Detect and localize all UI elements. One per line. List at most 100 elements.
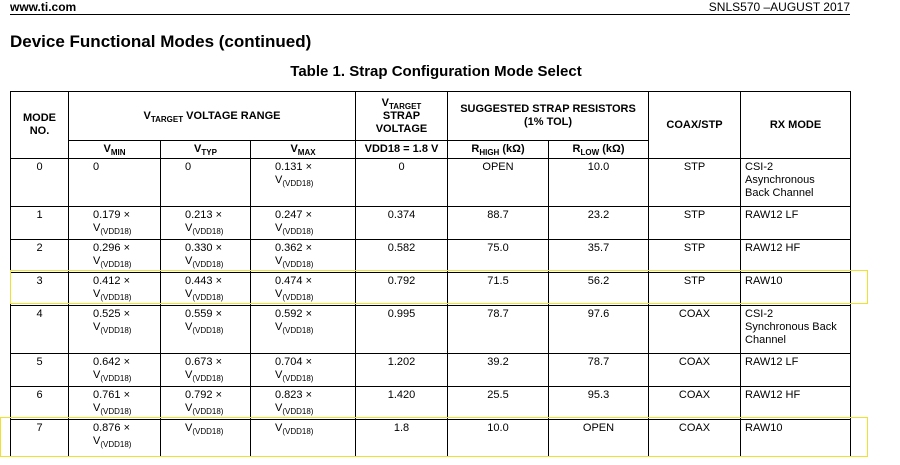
data-cell: COAX	[648, 305, 742, 354]
header-cell: VTARGET VOLTAGE RANGE	[68, 91, 356, 141]
cell-text: 0.362 × V	[275, 242, 313, 267]
cell-text: 0.876 × V	[93, 422, 131, 447]
cell-text: 0	[93, 161, 100, 173]
data-cell: 78.7	[447, 305, 549, 354]
cell-text: 0.412 × V	[93, 275, 131, 300]
cell-text: 3	[36, 275, 43, 287]
cell-text: COAX	[678, 356, 711, 368]
cell-text: RAW12 HF	[745, 242, 801, 254]
subscript: (VDD18)	[282, 179, 314, 188]
data-cell: 0.247 × V(VDD18)	[250, 206, 356, 240]
cell-text: 0.792	[387, 275, 416, 287]
cell-text: V	[143, 109, 151, 122]
subscript: TYP	[201, 148, 217, 157]
cell-text: V	[194, 143, 202, 155]
header-cell: VDD18 = 1.8 V	[355, 140, 448, 159]
data-cell: 0.525 × V(VDD18)	[68, 305, 161, 354]
cell-text: 0.761 × V	[93, 389, 131, 414]
subscript: (VDD18)	[192, 407, 224, 416]
subscript: (VDD18)	[192, 293, 224, 302]
cell-text: 0.582	[387, 242, 416, 254]
data-cell: 6	[10, 386, 69, 420]
cell-text: 0.592 × V	[275, 308, 313, 333]
data-cell: COAX	[648, 386, 742, 420]
cell-text: 97.6	[587, 308, 610, 320]
cell-text: 0.131 × V	[275, 161, 313, 186]
data-cell: RAW10	[740, 272, 852, 306]
header-cell: RHIGH (kΩ)	[447, 140, 549, 159]
cell-text: 0.642 × V	[93, 356, 131, 381]
cell-text: V	[290, 143, 298, 155]
data-cell: RAW12 LF	[740, 206, 852, 240]
cell-text: V	[381, 96, 390, 109]
data-cell: 1	[10, 206, 69, 240]
cell-text: RX MODE	[769, 118, 822, 131]
cell-text: 23.2	[587, 209, 610, 221]
cell-text: OPEN	[582, 422, 615, 434]
subscript: (VDD18)	[282, 427, 314, 436]
data-row: 2 0.296 × V(VDD18) 0.330 × V(VDD18) 0.362 ×…	[10, 239, 852, 273]
data-cell: 0.995	[355, 305, 448, 354]
data-cell: 0.412 × V(VDD18)	[68, 272, 161, 306]
data-cell: 95.3	[547, 386, 650, 420]
data-cell: COAX	[648, 419, 742, 457]
cell-text: R	[572, 143, 581, 155]
cell-text: COAX/STP	[666, 118, 723, 131]
data-cell: 0.443 × V(VDD18)	[160, 272, 251, 306]
data-cell: 97.6	[547, 305, 650, 354]
data-cell: 0.761 × V(VDD18)	[68, 386, 161, 420]
data-cell: 0.642 × V(VDD18)	[68, 353, 161, 387]
cell-text: 0.330 × V	[185, 242, 223, 267]
data-cell: RAW10	[740, 419, 852, 457]
data-cell: RAW12 HF	[740, 239, 852, 273]
subscript: MAX	[297, 148, 316, 157]
data-row: 7 0.876 × V(VDD18) V(VDD18) V(VDD18) 1.8 10.0…	[10, 419, 852, 457]
subscript: LOW	[580, 148, 600, 157]
header-cell: VTYP	[160, 140, 251, 159]
data-cell: 1.8	[355, 419, 448, 457]
data-cell: 0.131 × V(VDD18)	[250, 158, 356, 207]
cell-text: 0	[185, 161, 192, 173]
cell-text: 35.7	[587, 242, 610, 254]
cell-text: 88.7	[487, 209, 509, 221]
data-cell: 0.296 × V(VDD18)	[68, 239, 161, 273]
data-cell: 0.582	[355, 239, 448, 273]
data-cell: 0	[68, 158, 161, 207]
header-cell: RLOW (kΩ)	[547, 140, 650, 159]
data-cell: 10.0	[447, 419, 549, 457]
data-row: 5 0.642 × V(VDD18) 0.673 × V(VDD18) 0.704 ×…	[10, 353, 852, 387]
subscript: (VDD18)	[282, 227, 314, 236]
header-row: MODE NO. VTARGET VOLTAGE RANGE VTARGET STR…	[10, 91, 852, 159]
cell-text: 56.2	[587, 275, 610, 287]
cell-text: CSI-2 Asynchronous Back Channel	[745, 161, 815, 199]
data-cell: 0.823 × V(VDD18)	[250, 386, 356, 420]
subscript: (VDD18)	[100, 440, 132, 449]
data-cell: 0.362 × V(VDD18)	[250, 239, 356, 273]
cell-text: 0.247 × V	[275, 209, 313, 234]
cell-text: 0.792 × V	[185, 389, 223, 414]
data-cell: 71.5	[447, 272, 549, 306]
header-rule	[10, 14, 850, 15]
data-row: 1 0.179 × V(VDD18) 0.213 × V(VDD18) 0.247 ×…	[10, 206, 852, 240]
cell-text: 75.0	[487, 242, 509, 254]
subscript: (VDD18)	[192, 374, 224, 383]
cell-text: 0	[398, 161, 405, 173]
data-cell: 0.474 × V(VDD18)	[250, 272, 356, 306]
cell-text: 0.673 × V	[185, 356, 223, 381]
cell-text: 2	[36, 242, 43, 254]
subscript: (VDD18)	[192, 427, 224, 436]
data-cell: OPEN	[447, 158, 549, 207]
data-cell: RAW12 LF	[740, 353, 852, 387]
subscript: (VDD18)	[100, 326, 132, 335]
data-cell: 0.792 × V(VDD18)	[160, 386, 251, 420]
subscript: TARGET	[389, 101, 422, 111]
data-row: 4 0.525 × V(VDD18) 0.559 × V(VDD18) 0.592 ×…	[10, 305, 852, 354]
cell-text: COAX	[678, 308, 711, 320]
data-cell: 4	[10, 305, 69, 354]
cell-text: COAX	[678, 422, 711, 434]
data-cell: 2	[10, 239, 69, 273]
data-cell: 0.673 × V(VDD18)	[160, 353, 251, 387]
cell-text: 25.5	[487, 389, 509, 401]
subscript: (VDD18)	[282, 293, 314, 302]
